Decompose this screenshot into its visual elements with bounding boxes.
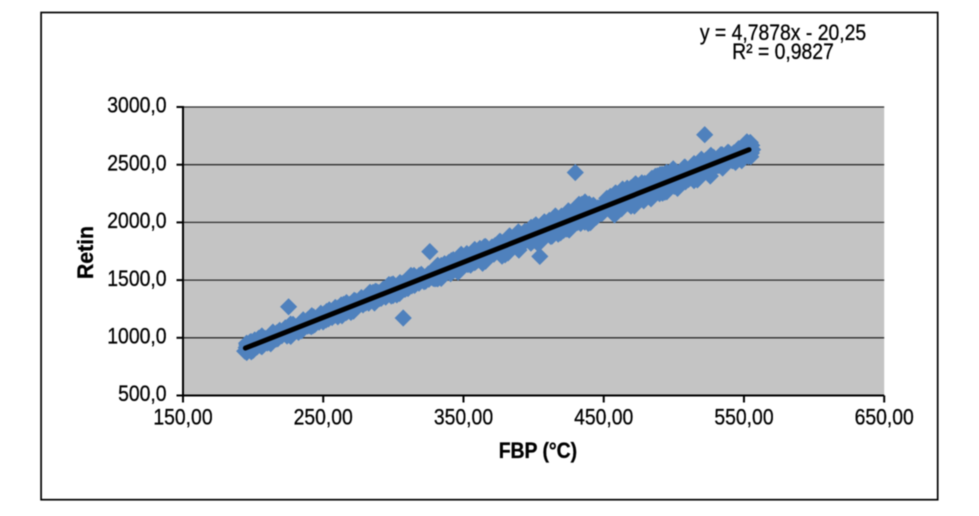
svg-text:500,0: 500,0	[118, 381, 166, 406]
svg-text:1000,0: 1000,0	[107, 324, 166, 349]
svg-text:Retin: Retin	[73, 226, 98, 279]
svg-text:2500,0: 2500,0	[107, 150, 166, 175]
svg-text:350,00: 350,00	[434, 405, 493, 430]
svg-text:FBP (°C): FBP (°C)	[499, 438, 577, 463]
svg-text:1500,0: 1500,0	[107, 266, 166, 291]
svg-text:R² = 0,9827: R² = 0,9827	[732, 39, 834, 64]
svg-text:3000,0: 3000,0	[107, 93, 166, 118]
svg-text:150,00: 150,00	[153, 405, 212, 430]
svg-text:y = 4,7878x - 20,25: y = 4,7878x - 20,25	[700, 20, 866, 45]
svg-text:450,00: 450,00	[574, 405, 633, 430]
svg-text:250,00: 250,00	[294, 405, 353, 430]
svg-text:2000,0: 2000,0	[107, 208, 166, 233]
svg-text:650,00: 650,00	[855, 405, 914, 430]
svg-text:550,00: 550,00	[714, 405, 773, 430]
